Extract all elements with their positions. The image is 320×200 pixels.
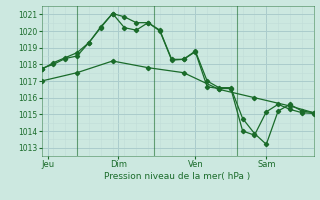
X-axis label: Pression niveau de la mer( hPa ): Pression niveau de la mer( hPa ) [104,172,251,181]
